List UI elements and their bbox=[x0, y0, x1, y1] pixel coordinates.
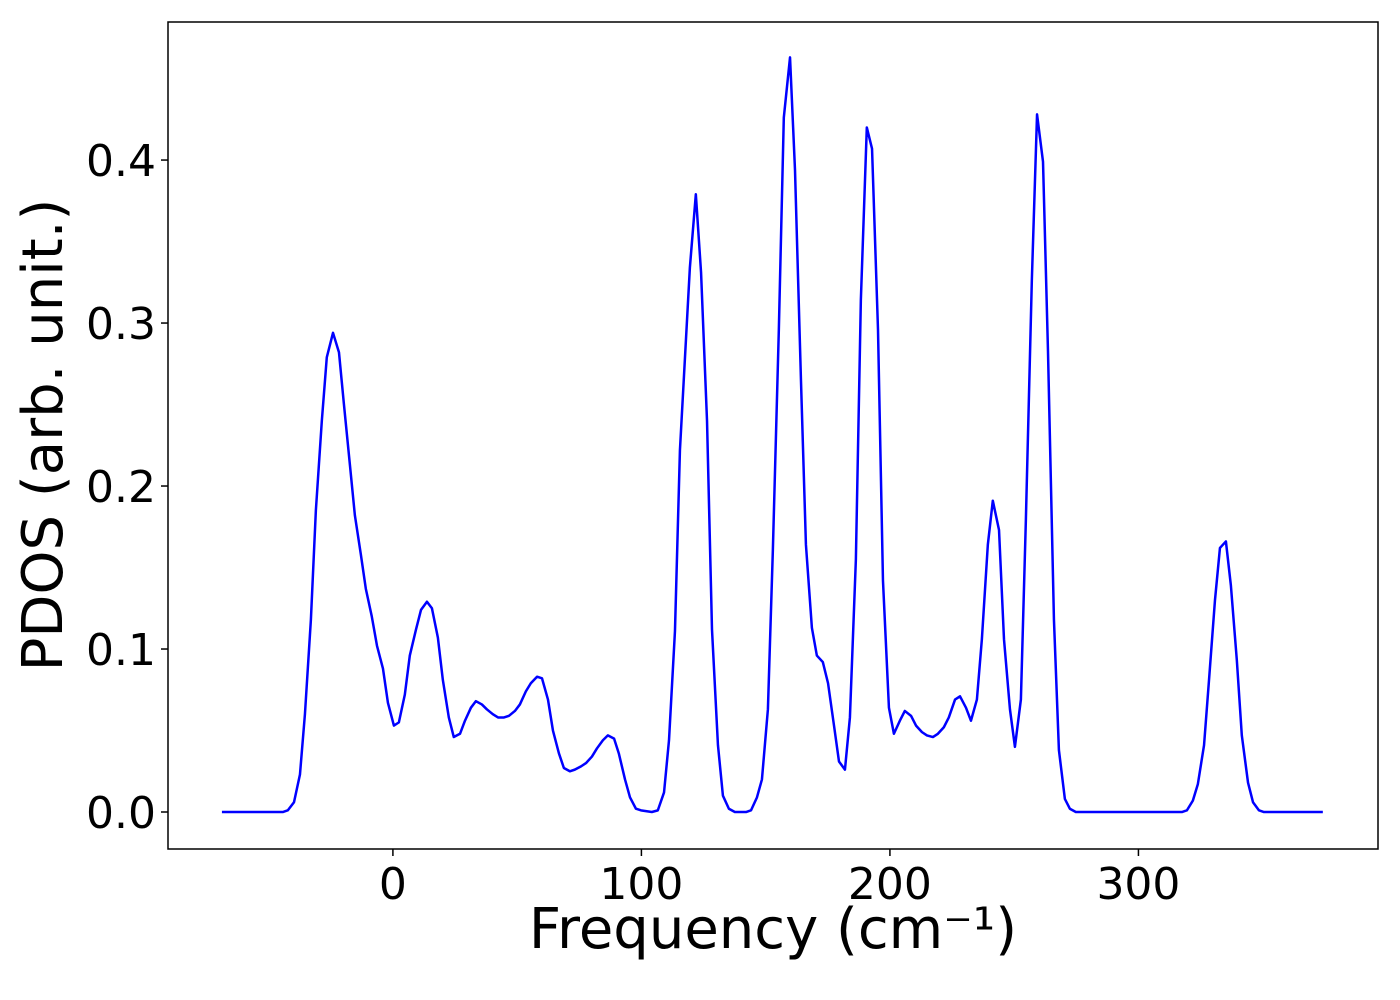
x-tick-label: 300 bbox=[1096, 859, 1180, 910]
y-tick-label: 0.2 bbox=[86, 462, 156, 513]
x-tick-label: 100 bbox=[599, 859, 683, 910]
plot-frame bbox=[167, 21, 1379, 850]
x-axis-label: Frequency (cm⁻¹) bbox=[529, 897, 1017, 962]
y-axis-label: PDOS (arb. unit.) bbox=[11, 199, 76, 672]
y-tick-label: 0.1 bbox=[86, 625, 156, 676]
x-tick-label: 0 bbox=[379, 859, 407, 910]
data-line bbox=[221, 56, 1323, 814]
y-tick-label: 0.3 bbox=[86, 299, 156, 350]
x-tick-label: 200 bbox=[848, 859, 932, 910]
y-tick-label: 0.4 bbox=[86, 136, 156, 187]
y-tick-label: 0.0 bbox=[86, 788, 156, 839]
